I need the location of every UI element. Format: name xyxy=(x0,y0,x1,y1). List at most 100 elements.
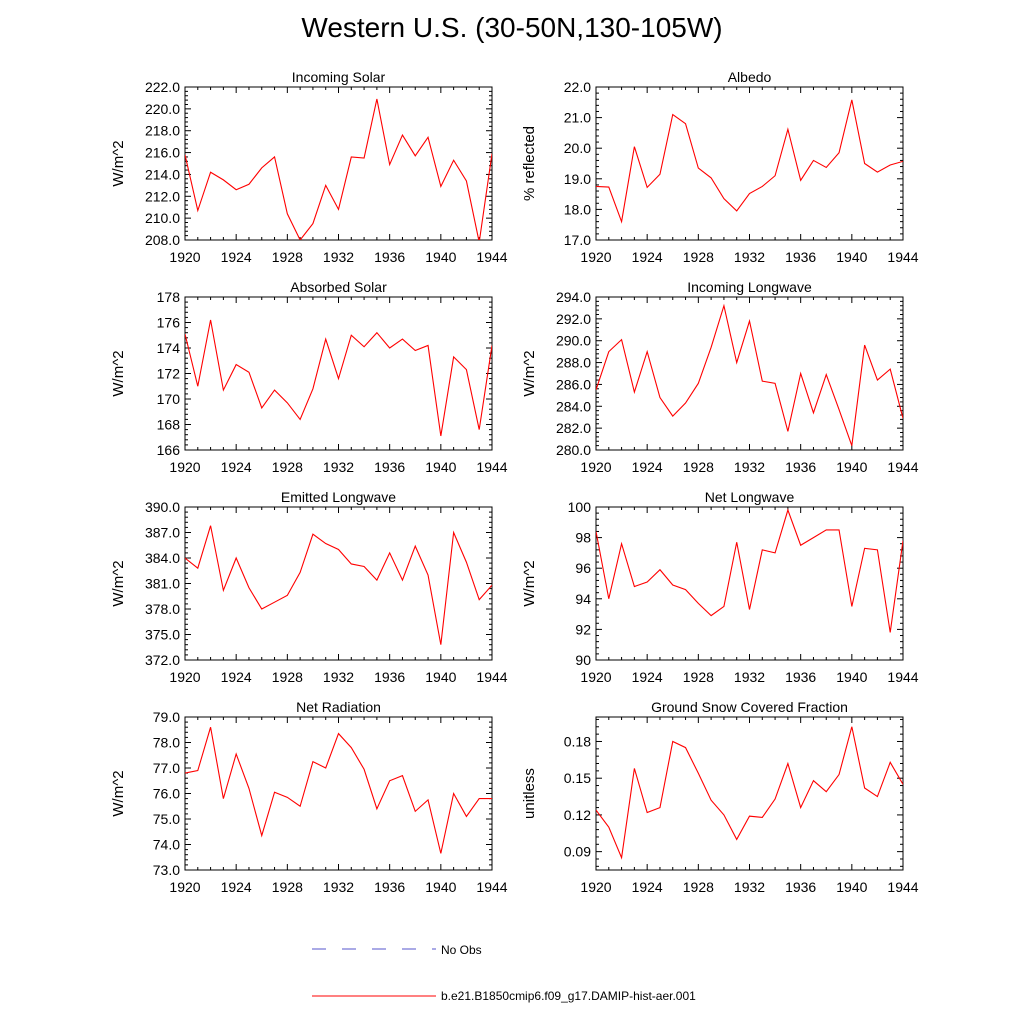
x-tick-label: 1940 xyxy=(836,879,867,895)
y-tick-label: 280.0 xyxy=(556,442,591,458)
y-tick-label: 378.0 xyxy=(145,601,180,617)
x-tick-label: 1936 xyxy=(785,249,816,265)
y-axis-label: unitless xyxy=(521,768,538,819)
panel-title: Net Radiation xyxy=(296,699,381,715)
panel-title: Net Longwave xyxy=(705,489,795,505)
x-tick-label: 1920 xyxy=(169,879,200,895)
x-tick-label: 1924 xyxy=(221,879,252,895)
x-tick-label: 1924 xyxy=(221,459,252,475)
y-tick-label: 214.0 xyxy=(145,166,180,182)
x-tick-label: 1924 xyxy=(632,669,663,685)
x-tick-label: 1924 xyxy=(632,879,663,895)
y-tick-label: 174 xyxy=(157,340,181,356)
x-tick-label: 1932 xyxy=(734,879,765,895)
legend-label-no-obs: No Obs xyxy=(441,943,482,957)
x-tick-label: 1944 xyxy=(476,249,507,265)
y-axis-label: W/m^2 xyxy=(521,350,538,396)
y-tick-label: 375.0 xyxy=(145,627,180,643)
x-tick-label: 1944 xyxy=(887,669,918,685)
x-tick-label: 1940 xyxy=(425,459,456,475)
chart-panel-1: Incoming Solar W/m^2 1920 1924 1928 1932 1936 1… xyxy=(110,69,508,265)
series-line xyxy=(596,99,903,224)
series-line xyxy=(185,319,492,437)
chart-panel-4: Incoming Longwave W/m^2 1920 1924 1928 1932 19… xyxy=(521,279,919,475)
panel-title: Ground Snow Covered Fraction xyxy=(651,699,848,715)
y-axis-label: W/m^2 xyxy=(110,140,127,186)
x-tick-label: 1932 xyxy=(323,249,354,265)
y-tick-label: 74.0 xyxy=(153,837,180,853)
x-tick-label: 1924 xyxy=(632,249,663,265)
y-axis-label: % reflected xyxy=(521,126,538,201)
legend: No Obs b.e21.B1850cmip6.f09_g17.DAMIP-his… xyxy=(312,943,696,1003)
x-tick-label: 1944 xyxy=(887,879,918,895)
y-tick-label: 79.0 xyxy=(153,709,180,725)
y-tick-label: 294.0 xyxy=(556,289,591,305)
plot-frame xyxy=(595,86,904,241)
x-tick-label: 1924 xyxy=(221,249,252,265)
y-axis-label: W/m^2 xyxy=(521,560,538,606)
y-tick-label: 75.0 xyxy=(153,811,180,827)
x-tick-label: 1928 xyxy=(272,669,303,685)
series-line xyxy=(596,726,903,860)
y-tick-label: 292.0 xyxy=(556,311,591,327)
x-tick-label: 1920 xyxy=(169,669,200,685)
panel-title: Incoming Longwave xyxy=(687,279,812,295)
y-tick-label: 20.0 xyxy=(564,140,591,156)
x-tick-label: 1940 xyxy=(425,669,456,685)
x-tick-label: 1932 xyxy=(734,669,765,685)
y-axis-label: W/m^2 xyxy=(110,350,127,396)
x-tick-label: 1920 xyxy=(580,669,611,685)
y-tick-label: 218.0 xyxy=(145,123,180,139)
x-tick-label: 1940 xyxy=(836,459,867,475)
x-tick-label: 1944 xyxy=(476,669,507,685)
x-tick-label: 1944 xyxy=(476,459,507,475)
y-tick-label: 90 xyxy=(575,652,591,668)
y-tick-label: 98 xyxy=(575,530,591,546)
x-tick-label: 1936 xyxy=(785,669,816,685)
y-tick-label: 19.0 xyxy=(564,171,591,187)
plot-frame xyxy=(184,86,493,241)
y-axis-label: W/m^2 xyxy=(110,770,127,816)
chart-panel-6: Net Longwave W/m^2 1920 1924 1928 1932 1936 194… xyxy=(521,489,919,685)
plot-frame xyxy=(184,716,493,871)
x-tick-label: 1932 xyxy=(734,249,765,265)
x-tick-label: 1936 xyxy=(374,459,405,475)
series-line xyxy=(596,508,903,633)
x-tick-label: 1920 xyxy=(580,459,611,475)
y-tick-label: 21.0 xyxy=(564,110,591,126)
x-tick-label: 1928 xyxy=(272,249,303,265)
y-tick-label: 210.0 xyxy=(145,210,180,226)
chart-panel-8: Ground Snow Covered Fraction unitless 1920… xyxy=(521,699,919,895)
y-tick-label: 381.0 xyxy=(145,576,180,592)
x-tick-label: 1936 xyxy=(785,459,816,475)
panel-title: Incoming Solar xyxy=(292,69,386,85)
y-tick-label: 73.0 xyxy=(153,862,180,878)
y-tick-label: 212.0 xyxy=(145,188,180,204)
y-tick-label: 282.0 xyxy=(556,420,591,436)
x-tick-label: 1920 xyxy=(580,879,611,895)
y-tick-label: 286.0 xyxy=(556,376,591,392)
y-axis-label: W/m^2 xyxy=(110,560,127,606)
y-tick-label: 22.0 xyxy=(564,79,591,95)
y-tick-label: 288.0 xyxy=(556,355,591,371)
x-tick-label: 1920 xyxy=(580,249,611,265)
y-tick-label: 387.0 xyxy=(145,525,180,541)
x-tick-label: 1936 xyxy=(785,879,816,895)
y-tick-label: 0.15 xyxy=(564,770,591,786)
x-tick-label: 1936 xyxy=(374,669,405,685)
series-line xyxy=(185,727,492,854)
y-tick-label: 166 xyxy=(157,442,181,458)
panel-title: Emitted Longwave xyxy=(281,489,396,505)
y-tick-label: 0.18 xyxy=(564,733,591,749)
y-tick-label: 168 xyxy=(157,417,181,433)
x-tick-label: 1940 xyxy=(836,669,867,685)
x-tick-label: 1940 xyxy=(836,249,867,265)
x-tick-label: 1924 xyxy=(632,459,663,475)
y-tick-label: 77.0 xyxy=(153,760,180,776)
y-tick-label: 284.0 xyxy=(556,398,591,414)
y-tick-label: 0.09 xyxy=(564,844,591,860)
x-tick-label: 1932 xyxy=(323,459,354,475)
x-tick-label: 1936 xyxy=(374,879,405,895)
x-tick-label: 1924 xyxy=(221,669,252,685)
